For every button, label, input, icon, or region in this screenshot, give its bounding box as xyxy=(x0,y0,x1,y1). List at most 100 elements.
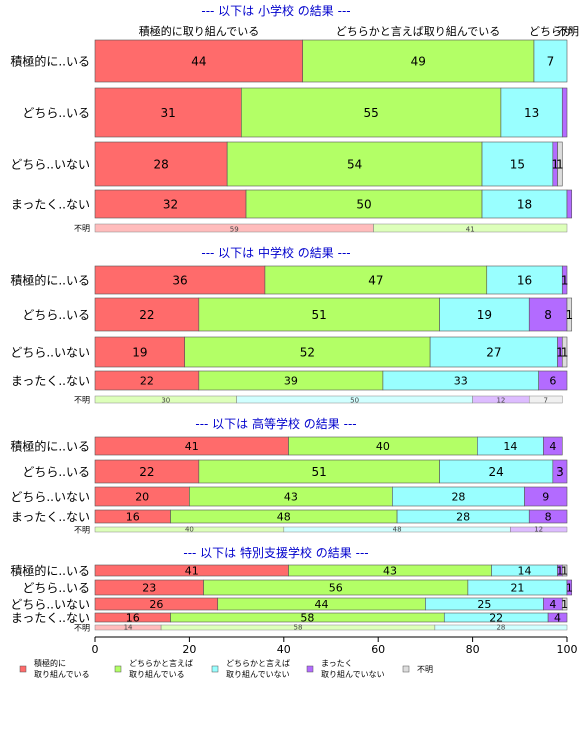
category-label: 積極的に..いる xyxy=(10,273,90,288)
x-tick-label: 40 xyxy=(277,643,291,656)
data-label: 39 xyxy=(284,375,298,388)
legend-label: まったく取り組んでいない xyxy=(321,659,385,679)
data-label: 1 xyxy=(566,582,573,595)
data-label: 43 xyxy=(383,565,397,578)
data-label: 4 xyxy=(549,598,556,611)
missing-segment xyxy=(373,223,568,233)
data-label: 4 xyxy=(549,440,556,453)
category-label: どちら..いない xyxy=(10,490,90,504)
data-label: 1 xyxy=(566,308,574,322)
missing-value-label: 7 xyxy=(544,397,548,405)
bar-segment xyxy=(552,459,568,484)
legend-swatch xyxy=(306,665,314,673)
category-label: どちら..いない xyxy=(10,346,90,360)
legend-label: 不明 xyxy=(417,665,433,674)
bar-segment xyxy=(94,189,247,219)
missing-value-label: 30 xyxy=(161,397,170,405)
legend-swatch xyxy=(402,665,410,673)
data-label: 26 xyxy=(149,598,163,611)
missing-value-label: 28 xyxy=(496,624,505,632)
data-label: 28 xyxy=(456,511,470,524)
data-label: 16 xyxy=(517,274,532,288)
data-label: 4 xyxy=(554,612,561,625)
data-label: 33 xyxy=(454,375,468,388)
legend-label: どちらかと言えば取り組んでいない xyxy=(226,658,290,679)
bar-segment xyxy=(547,612,568,623)
missing-segment xyxy=(528,395,563,404)
data-label: 1 xyxy=(561,598,568,611)
data-label: 28 xyxy=(451,491,465,504)
missing-value-label: 50 xyxy=(350,397,359,405)
data-label: 41 xyxy=(185,440,199,453)
bar-segment xyxy=(198,297,440,332)
legend-swatch xyxy=(211,665,219,673)
missing-value-label: 41 xyxy=(466,226,475,234)
data-label: 31 xyxy=(161,106,176,120)
data-label: 1 xyxy=(556,565,563,578)
data-label: 52 xyxy=(300,346,315,360)
data-label: 1 xyxy=(561,346,569,360)
data-label: 20 xyxy=(135,491,149,504)
category-label: まったく..ない xyxy=(11,198,90,212)
panel-title: --- 以下は 特別支援学校 の結果 --- xyxy=(183,545,368,560)
category-label: まったく..ない xyxy=(11,374,90,388)
bar-segment xyxy=(481,141,554,187)
data-label: 1 xyxy=(556,158,564,172)
missing-value-label: 14 xyxy=(124,624,133,632)
bar-segment xyxy=(94,297,200,332)
bar-segment xyxy=(500,87,563,138)
bar-segment xyxy=(226,141,483,187)
data-label: 14 xyxy=(503,440,517,453)
bar-segment xyxy=(566,579,573,596)
data-label: 25 xyxy=(477,598,491,611)
category-label: まったく..ない xyxy=(11,510,90,524)
data-label: 22 xyxy=(139,465,154,479)
bar-segment xyxy=(561,87,568,138)
panel-title: --- 以下は 小学校 の結果 --- xyxy=(201,3,350,18)
missing-segment xyxy=(510,526,568,533)
bar-segment xyxy=(94,87,242,138)
data-label: 54 xyxy=(347,158,362,172)
bar-segment xyxy=(524,486,568,507)
bar-segment xyxy=(538,370,568,391)
data-label: 19 xyxy=(477,308,492,322)
data-label: 16 xyxy=(126,511,140,524)
data-label: 21 xyxy=(510,582,524,595)
bar-segment xyxy=(566,297,573,332)
bar-segment xyxy=(429,336,558,368)
data-label: 22 xyxy=(140,375,154,388)
data-label: 6 xyxy=(549,375,556,388)
data-label: 18 xyxy=(517,198,532,212)
bar-segment xyxy=(561,564,568,577)
missing-segment xyxy=(434,624,568,631)
bar-segment xyxy=(184,336,431,368)
bar-segment xyxy=(543,436,563,456)
data-label: 44 xyxy=(315,598,329,611)
bar-segment xyxy=(302,39,535,83)
bar-segment xyxy=(561,597,568,611)
data-label: 50 xyxy=(356,198,371,212)
bar-segment xyxy=(533,39,568,83)
bar-segment xyxy=(94,336,185,368)
data-label: 3 xyxy=(556,465,564,479)
data-label: 19 xyxy=(132,346,147,360)
legend-swatch xyxy=(114,665,122,673)
category-label: 積極的に..いる xyxy=(10,439,90,454)
data-label: 16 xyxy=(126,612,140,625)
data-label: 1 xyxy=(561,274,569,288)
x-tick-label: 20 xyxy=(182,643,196,656)
data-label: 28 xyxy=(153,158,168,172)
data-label: 27 xyxy=(486,346,501,360)
data-label: 40 xyxy=(376,440,390,453)
bar-segment xyxy=(561,265,568,295)
data-label: 24 xyxy=(489,465,504,479)
header-label: どちらか xyxy=(529,25,573,38)
data-label: 51 xyxy=(312,308,327,322)
data-label: 48 xyxy=(277,511,291,524)
data-label: 36 xyxy=(172,274,187,288)
legend-label: どちらかと言えば取り組んでいる xyxy=(129,658,193,679)
missing-label: 不明 xyxy=(74,396,90,405)
category-label: 積極的に..いる xyxy=(10,54,90,69)
